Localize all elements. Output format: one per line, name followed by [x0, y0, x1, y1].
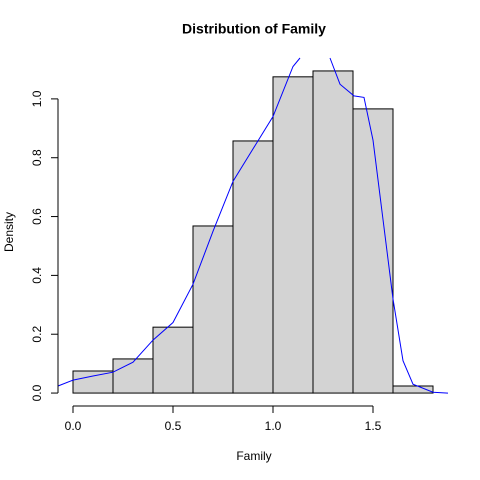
x-axis-label: Family — [236, 449, 271, 463]
bar — [72, 370, 114, 394]
x-tick-label: 1.0 — [265, 419, 282, 433]
y-tick-label: 1.0 — [30, 90, 44, 107]
y-tick-label: 0.2 — [30, 326, 44, 343]
y-tick-label: 0.6 — [30, 208, 44, 225]
y-tick-label: 0.4 — [30, 267, 44, 284]
y-tick-label: 0.0 — [30, 384, 44, 401]
bar — [312, 70, 354, 394]
bar — [272, 76, 314, 394]
x-tick-label: 0.5 — [165, 419, 182, 433]
bar — [152, 326, 194, 394]
y-tick-label: 0.8 — [30, 149, 44, 166]
bar — [112, 358, 154, 394]
bar — [232, 140, 274, 394]
chart-title: Distribution of Family — [182, 21, 326, 37]
density-line — [57, 57, 449, 394]
x-tick-label: 0.0 — [65, 419, 82, 433]
y-axis-label: Density — [2, 212, 16, 252]
bar — [392, 385, 434, 394]
bar — [352, 108, 394, 394]
x-tick-label: 1.5 — [365, 419, 382, 433]
bar — [192, 225, 234, 394]
